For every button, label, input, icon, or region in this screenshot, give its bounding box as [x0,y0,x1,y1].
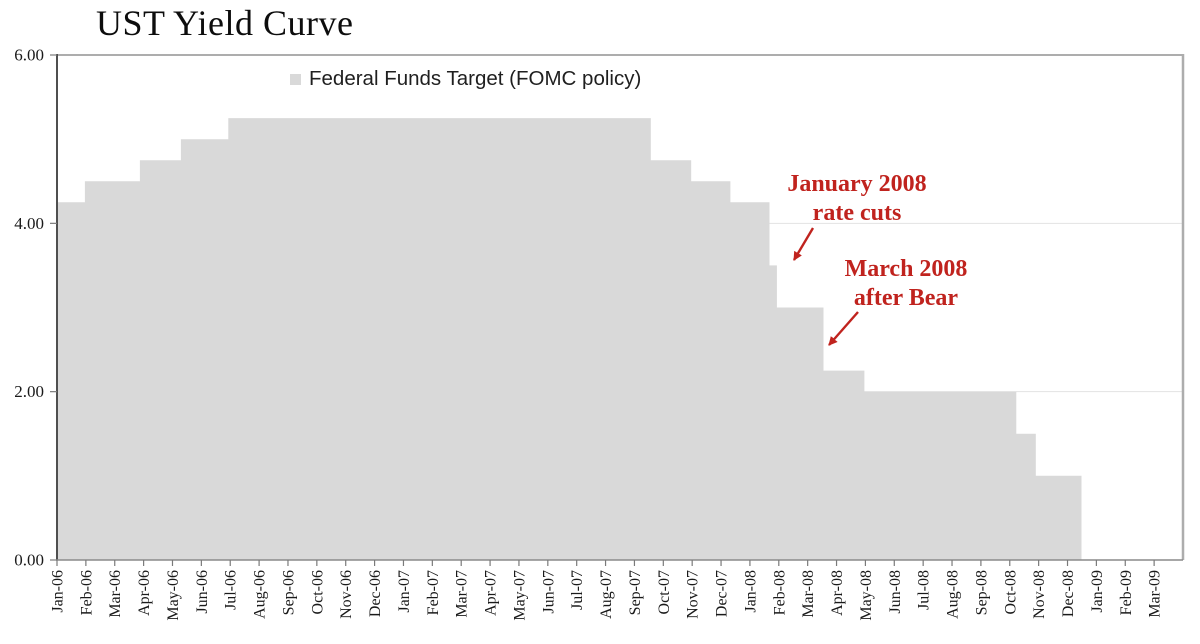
svg-text:Apr-07: Apr-07 [483,570,500,616]
svg-text:Apr-06: Apr-06 [136,570,153,616]
svg-text:Aug-06: Aug-06 [252,570,269,619]
svg-text:May-08: May-08 [858,570,875,621]
svg-text:Oct-08: Oct-08 [1002,570,1019,614]
area-series-federal-funds-target [57,118,1082,560]
annotation-line: rate cuts [812,200,902,226]
svg-text:Jul-06: Jul-06 [223,570,240,610]
x-axis-labels: Jan-06 Feb-06 Mar-06 Apr-06 May-06 Jun-06 Jul-… [50,570,1164,621]
svg-text:Jan-08: Jan-08 [742,570,759,613]
svg-text:Jan-09: Jan-09 [1089,570,1106,613]
annotation-line: March 2008 [844,256,968,282]
svg-text:Jun-07: Jun-07 [540,570,557,614]
svg-text:Mar-08: Mar-08 [800,570,817,618]
svg-text:Feb-09: Feb-09 [1118,570,1135,615]
svg-text:Jan-07: Jan-07 [396,570,413,613]
svg-text:Aug-07: Aug-07 [598,570,615,619]
svg-text:Dec-08: Dec-08 [1060,570,1077,617]
svg-text:Sep-06: Sep-06 [281,570,298,615]
svg-text:May-06: May-06 [165,570,182,621]
annotation-march-2008-after-bear: March 2008 after Bear [845,255,968,313]
y-axis-labels: 0.00 2.00 4.00 6.00 [14,46,44,570]
svg-text:Dec-07: Dec-07 [714,570,731,617]
annotation-arrows [792,227,859,346]
annotation-line: January 2008 [787,171,927,197]
svg-text:4.00: 4.00 [14,214,44,233]
svg-text:Mar-09: Mar-09 [1147,570,1164,618]
svg-text:Feb-08: Feb-08 [771,570,788,615]
annotation-line: after Bear [853,285,959,311]
svg-text:Nov-06: Nov-06 [338,570,355,619]
svg-text:Mar-06: Mar-06 [107,570,124,618]
svg-text:Nov-08: Nov-08 [1031,570,1048,619]
svg-text:Jun-08: Jun-08 [887,570,904,614]
tick-marks [50,54,1155,566]
axes-frame [56,54,1185,561]
svg-text:Sep-07: Sep-07 [627,570,644,615]
svg-text:Mar-07: Mar-07 [454,570,471,618]
svg-text:Jul-07: Jul-07 [569,570,586,610]
svg-text:0.00: 0.00 [14,551,44,570]
svg-text:Apr-08: Apr-08 [829,570,846,616]
svg-text:Feb-06: Feb-06 [78,570,95,615]
svg-text:6.00: 6.00 [14,46,44,65]
svg-text:Oct-06: Oct-06 [309,570,326,614]
svg-text:Oct-07: Oct-07 [656,570,673,614]
svg-text:Nov-07: Nov-07 [685,570,702,619]
chart-title: UST Yield Curve [96,3,354,43]
legend-label: Federal Funds Target (FOMC policy) [309,67,642,90]
svg-text:May-07: May-07 [511,570,528,621]
svg-text:Sep-08: Sep-08 [973,570,990,615]
svg-text:Jul-08: Jul-08 [916,570,933,610]
svg-text:Jan-06: Jan-06 [50,570,67,613]
svg-text:Aug-08: Aug-08 [945,570,962,619]
svg-text:Jun-06: Jun-06 [194,570,211,614]
legend-swatch-icon [290,74,301,85]
legend: Federal Funds Target (FOMC policy) [290,67,641,91]
svg-text:Feb-07: Feb-07 [425,570,442,615]
annotation-january-2008-rate-cuts: January 2008 rate cuts [787,170,926,228]
svg-text:Dec-06: Dec-06 [367,570,384,617]
svg-text:2.00: 2.00 [14,382,44,401]
